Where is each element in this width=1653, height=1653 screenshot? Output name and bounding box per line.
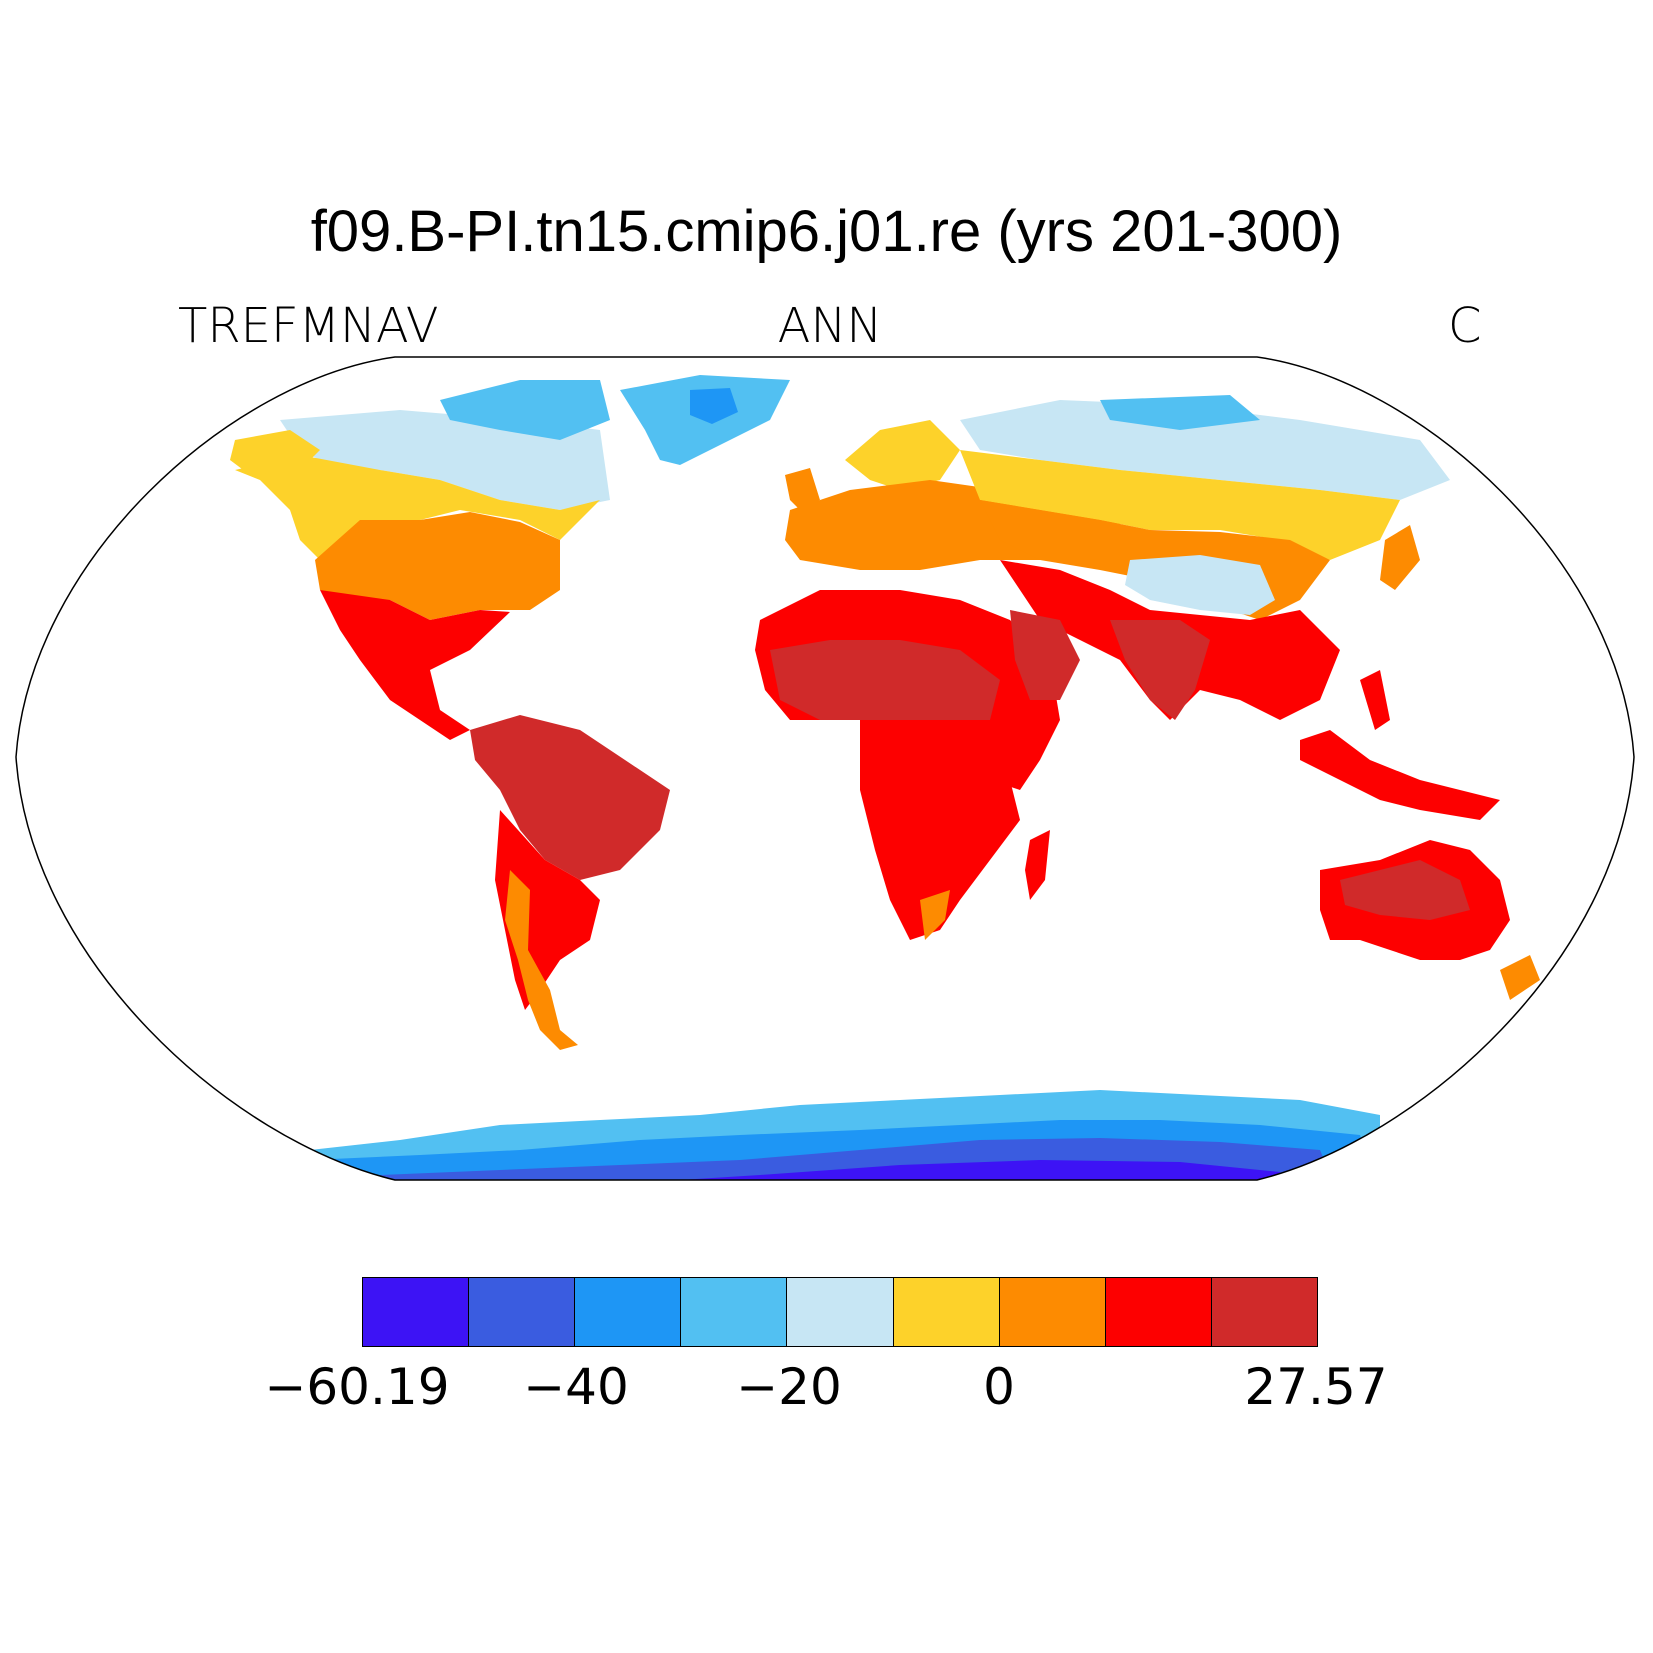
- colorbar-swatch: [362, 1277, 470, 1347]
- south-america-hot: [470, 715, 670, 880]
- siberia-cold: [960, 400, 1450, 500]
- colorbar-swatch: [468, 1277, 576, 1347]
- india-hot: [1110, 620, 1210, 720]
- patagonia: [505, 870, 578, 1050]
- british-isles: [785, 468, 820, 510]
- colorbar-tick-label: −40: [523, 1358, 629, 1416]
- indonesia: [1300, 730, 1500, 820]
- colorbar-swatch: [680, 1277, 788, 1347]
- globe-outline: [15, 356, 1635, 1181]
- chart-title: f09.B-PI.tn15.cmip6.j01.re (yrs 201-300): [310, 199, 1343, 264]
- north-america-cold: [280, 410, 610, 510]
- colorbar-tick-label: 0: [983, 1358, 1015, 1416]
- southern-africa-mild: [920, 890, 950, 940]
- colorbar-swatch: [574, 1277, 682, 1347]
- sahara-hot: [770, 640, 1000, 720]
- madagascar: [1025, 830, 1050, 900]
- tibet: [1125, 555, 1275, 615]
- colorbar-tick-label: −60.19: [264, 1358, 450, 1416]
- australia-hot: [1340, 860, 1470, 920]
- colorbar-swatch: [892, 1277, 1000, 1347]
- antarctica-plateau: [600, 1160, 1290, 1180]
- north-america-cool: [235, 455, 600, 570]
- land-temperature-fill: [230, 375, 1540, 1180]
- new-zealand: [1500, 955, 1540, 1000]
- season-label: ANN: [777, 298, 883, 354]
- canadian-archipelago: [440, 380, 610, 440]
- variable-label: TREFMNAV: [178, 298, 439, 354]
- philippines: [1360, 670, 1390, 730]
- arabia-hot: [1010, 610, 1080, 700]
- scandinavia: [845, 420, 960, 490]
- north-america-mild: [315, 512, 560, 620]
- colorbar-swatch: [998, 1277, 1106, 1347]
- colorbar-swatch: [1210, 1277, 1318, 1347]
- units-label: C: [1448, 298, 1482, 354]
- central-africa-warm: [860, 720, 1020, 940]
- japan: [1380, 525, 1420, 590]
- colorbar-swatch: [786, 1277, 894, 1347]
- arctic-asia: [1100, 395, 1260, 430]
- colorbar-swatch: [1104, 1277, 1212, 1347]
- greenland-interior: [690, 388, 738, 424]
- colorbar-tick-label: −20: [736, 1358, 842, 1416]
- north-america-warm: [320, 590, 510, 740]
- alaska: [230, 430, 320, 475]
- colorbar-tick-label: 27.57: [1244, 1358, 1388, 1416]
- asia-cool: [960, 450, 1400, 560]
